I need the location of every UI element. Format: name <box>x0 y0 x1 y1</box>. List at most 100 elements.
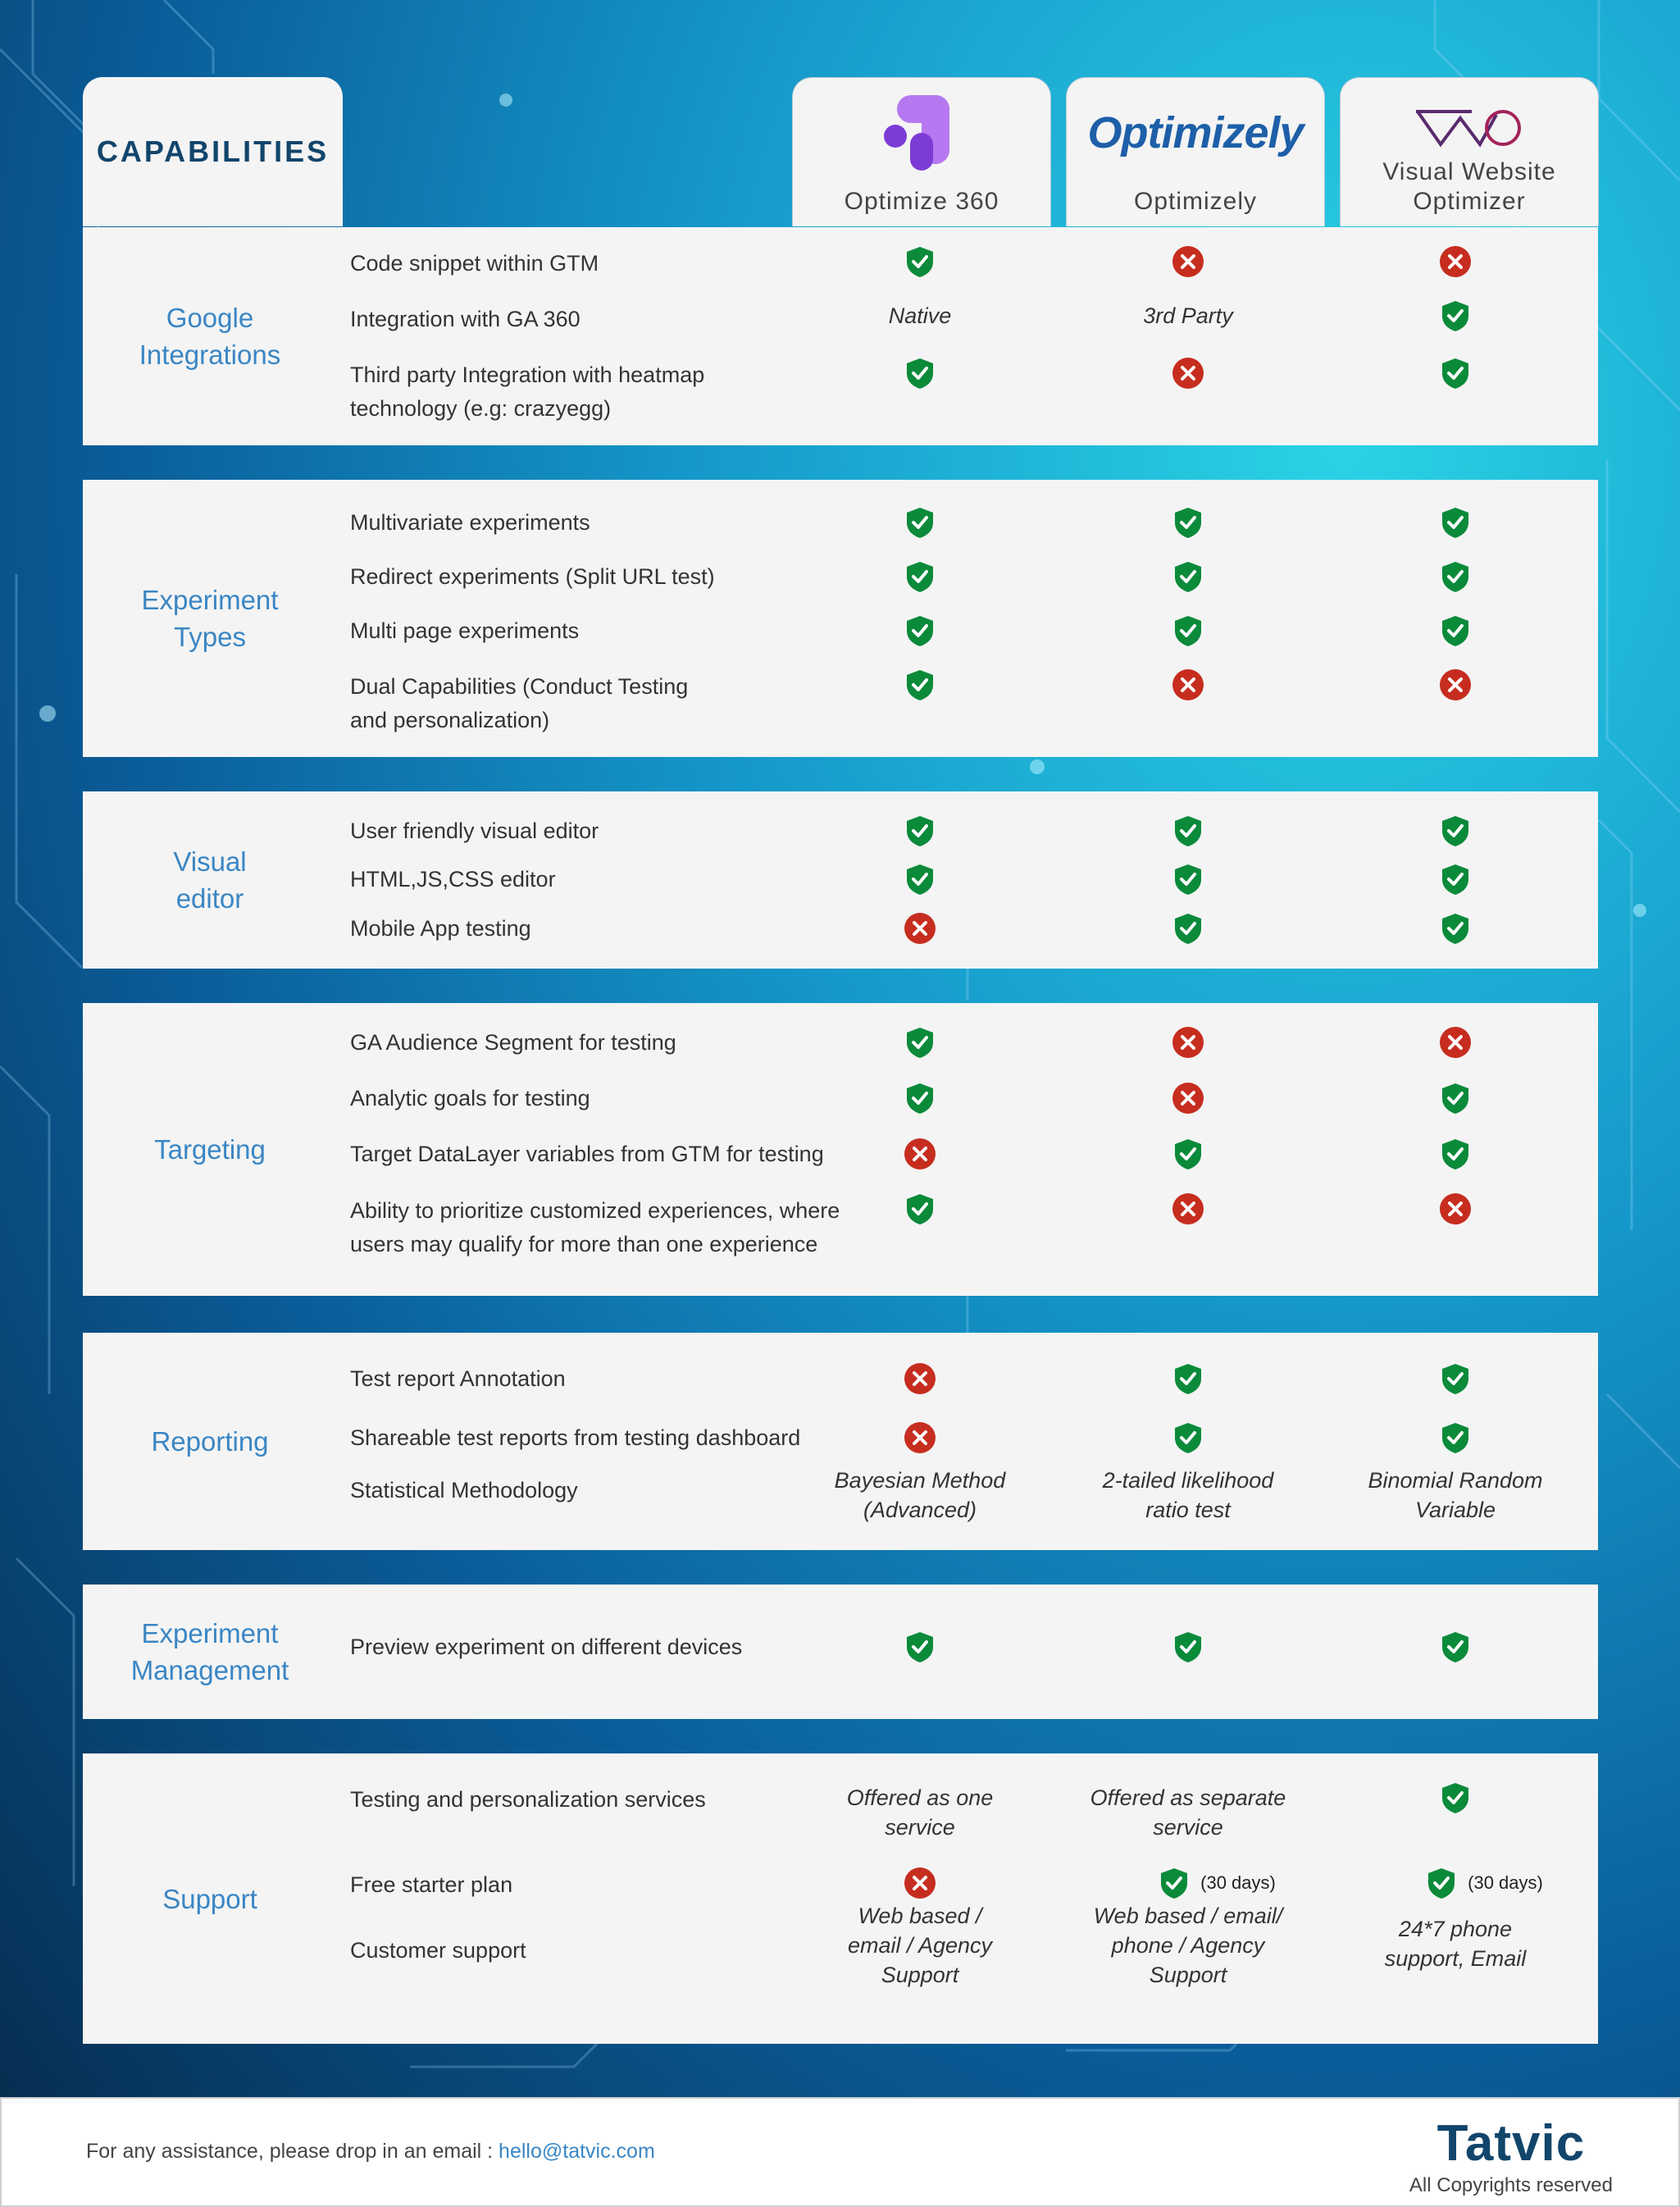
check-shield-icon <box>904 245 936 278</box>
check-shield-icon <box>1172 614 1204 647</box>
cell-vwo <box>1324 506 1587 539</box>
check-shield-icon <box>904 560 936 593</box>
cross-circle-icon <box>904 1138 936 1170</box>
feature-label: Dual Capabilities (Conduct Testing and p… <box>350 674 689 732</box>
check-shield-icon <box>1172 1362 1204 1395</box>
category-label: Visual editor <box>173 846 247 914</box>
cell-text: Binomial Random Variable <box>1368 1468 1543 1522</box>
tool-header-optimize-360: Optimize 360 <box>792 77 1051 226</box>
section-experiment-types: Experiment Types Multivariate experiments R… <box>83 480 1598 757</box>
check-shield-icon <box>1172 814 1204 847</box>
cell-vwo: Binomial Random Variable <box>1324 1466 1587 1525</box>
cell-optimizely <box>1057 245 1319 278</box>
cell-optimize-360 <box>789 814 1051 847</box>
cell-optimize-360 <box>789 1082 1051 1115</box>
category-label: Experiment Management <box>130 1618 289 1685</box>
cell-vwo <box>1324 1082 1587 1115</box>
section-targeting: Targeting GA Audience Segment for testing… <box>83 1003 1598 1296</box>
check-shield-icon <box>1439 1082 1472 1115</box>
tool-header-optimizely: Optimizely Optimizely <box>1066 77 1325 226</box>
tool-header-vwo: Visual Website Optimizer <box>1340 77 1599 226</box>
cell-optimize-360 <box>789 357 1051 390</box>
feature-label: Code snippet within GTM <box>350 251 599 276</box>
check-shield-icon <box>1439 357 1472 390</box>
cell-optimize-360 <box>789 245 1051 278</box>
cell-optimizely <box>1057 1138 1319 1170</box>
footer: For any assistance, please drop in an em… <box>0 2097 1680 2207</box>
cell-optimizely <box>1057 668 1319 701</box>
copyright-text: All Copyrights reserved <box>1409 2174 1613 2196</box>
check-shield-icon <box>1172 1421 1204 1454</box>
footer-assistance: For any assistance, please drop in an em… <box>86 2140 655 2164</box>
check-shield-icon <box>1439 1421 1472 1454</box>
cross-circle-icon <box>1439 1026 1472 1059</box>
cell-optimize-360 <box>789 668 1051 701</box>
cell-vwo <box>1324 357 1587 390</box>
feature-label: Test report Annotation <box>350 1366 566 1391</box>
cell-vwo <box>1324 1026 1587 1059</box>
cell-optimize-360 <box>789 1421 1051 1454</box>
check-shield-icon <box>1439 1630 1472 1663</box>
check-shield-icon <box>1439 560 1472 593</box>
footer-email-link[interactable]: hello@tatvic.com <box>499 2140 655 2163</box>
feature-label: GA Audience Segment for testing <box>350 1030 676 1055</box>
tatvic-brand: Tatvic All Copyrights reserved <box>1409 2117 1613 2197</box>
category-label: Targeting <box>154 1134 266 1165</box>
check-shield-icon <box>1439 299 1472 332</box>
check-shield-icon <box>1439 863 1472 896</box>
cross-circle-icon <box>1439 668 1472 701</box>
cell-optimize-360: Bayesian Method (Advanced) <box>789 1466 1051 1525</box>
cell-vwo <box>1324 614 1587 647</box>
cell-vwo <box>1324 668 1587 701</box>
feature-label: Shareable test reports from testing dash… <box>350 1425 801 1450</box>
feature-label: Customer support <box>350 1938 526 1963</box>
cell-vwo <box>1324 1630 1587 1663</box>
cell-vwo <box>1324 245 1587 278</box>
cell-optimizely <box>1057 1630 1319 1663</box>
cell-optimizely: 2-tailed likelihood ratio test <box>1057 1466 1319 1525</box>
feature-label: Preview experiment on different devices <box>350 1635 743 1659</box>
check-shield-icon <box>904 357 936 390</box>
cross-circle-icon <box>904 1421 936 1454</box>
section-reporting: Reporting Test report Annotation Shareable… <box>83 1333 1598 1550</box>
check-shield-icon <box>904 1630 936 1663</box>
feature-label: Integration with GA 360 <box>350 307 580 331</box>
cell-optimize-360: Web based / email / Agency Support <box>789 1901 1051 1990</box>
cell-optimize-360: Offered as one service <box>789 1783 1051 1842</box>
cell-optimize-360 <box>789 1630 1051 1663</box>
cross-circle-icon <box>1172 245 1204 278</box>
cell-optimizely <box>1057 357 1319 390</box>
check-shield-icon <box>1172 1138 1204 1170</box>
cell-text: Offered as one service <box>846 1785 994 1840</box>
cell-optimizely <box>1057 912 1319 945</box>
feature-label: User friendly visual editor <box>350 819 599 843</box>
cell-text: Native <box>888 303 952 328</box>
footer-text: For any assistance, please drop in an em… <box>86 2140 494 2163</box>
check-shield-icon <box>904 1026 936 1059</box>
feature-label: Statistical Methodology <box>350 1478 578 1502</box>
feature-label: Redirect experiments (Split URL test) <box>350 564 715 589</box>
feature-label: Third party Integration with heatmap tec… <box>350 363 705 421</box>
cell-optimize-360 <box>789 1362 1051 1395</box>
cell-optimize-360 <box>789 863 1051 896</box>
cell-vwo <box>1324 1362 1587 1395</box>
cell-optimizely: 3rd Party <box>1057 301 1319 331</box>
check-shield-icon <box>1172 863 1204 896</box>
cell-vwo <box>1324 1781 1587 1814</box>
check-shield-icon <box>904 506 936 539</box>
cross-circle-icon <box>1172 1192 1204 1225</box>
check-shield-icon <box>904 863 936 896</box>
capabilities-title: CAPABILITIES <box>96 135 330 168</box>
cell-optimize-360 <box>789 1867 1051 1899</box>
cell-text: 3rd Party <box>1143 303 1233 328</box>
cell-text: Web based / email/ phone / Agency Suppor… <box>1093 1904 1283 1987</box>
cell-optimizely <box>1057 1362 1319 1395</box>
cross-circle-icon <box>1172 357 1204 390</box>
cell-optimize-360 <box>789 912 1051 945</box>
cell-optimizely: (30 days) <box>1057 1867 1319 1899</box>
cell-vwo <box>1324 912 1587 945</box>
check-shield-icon <box>1172 912 1204 945</box>
check-shield-icon <box>904 814 936 847</box>
feature-label: Multivariate experiments <box>350 510 590 535</box>
feature-label: Ability to prioritize customized experie… <box>350 1198 840 1256</box>
